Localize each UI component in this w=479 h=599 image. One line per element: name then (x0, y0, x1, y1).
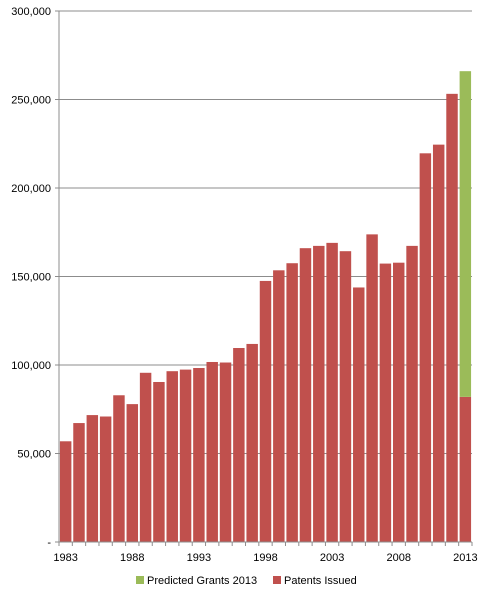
bar-patents-issued-1985 (86, 415, 99, 542)
bar-patents-issued-1984 (73, 423, 85, 542)
bar-patents-issued-2007 (379, 263, 392, 542)
bar-patents-issued-2012 (446, 93, 458, 542)
y-axis-tick-labels: - 50,000 100,000 150,000 200,000 250,000 300,0… (11, 6, 51, 549)
bar-patents-issued-1983 (59, 441, 72, 542)
bar-patents-issued-1994 (206, 361, 218, 542)
bar-patents-issued-1990 (153, 381, 165, 542)
bar-predicted-grants-2013 (459, 71, 472, 397)
bar-patents-issued-2003 (326, 242, 338, 542)
bar-patents-issued-2008 (393, 262, 405, 542)
x-tick-label: 1988 (120, 552, 144, 564)
bar-patents-issued-2002 (313, 245, 325, 542)
bar-patents-issued-1999 (273, 270, 285, 542)
y-tick-label: 250,000 (11, 95, 51, 107)
bar-patents-issued-1998 (259, 280, 272, 542)
legend-swatch-predicted (136, 576, 144, 584)
x-tick-label: 1998 (253, 552, 277, 564)
bar-series (59, 71, 472, 542)
bar-patents-issued-1989 (139, 372, 152, 542)
bar-patents-issued-2011 (432, 144, 445, 542)
x-axis-tick-labels: 1983 1988 1993 1998 2003 2008 2013 (53, 552, 477, 564)
bar-patents-issued-1986 (99, 416, 112, 542)
y-tick-label: - (47, 537, 51, 549)
y-tick-label: 100,000 (11, 360, 51, 372)
legend: Predicted Grants 2013 Patents Issued (136, 575, 357, 587)
bar-patents-issued-1991 (166, 371, 178, 542)
bar-patents-issued-2009 (406, 245, 418, 542)
bar-patents-issued-2004 (339, 251, 352, 542)
bar-patents-issued-1988 (126, 404, 139, 542)
bar-patents-issued-1997 (246, 343, 258, 542)
bar-patents-issued-2001 (299, 248, 312, 542)
bar-patents-issued-2006 (366, 234, 378, 542)
x-tick-label: 2008 (386, 552, 410, 564)
y-tick-label: 50,000 (17, 449, 51, 461)
bar-patents-issued-1987 (113, 395, 125, 542)
bar-patents-issued-2000 (286, 263, 298, 542)
x-tick-label: 2013 (453, 552, 477, 564)
y-tick-label: 150,000 (11, 272, 51, 284)
bar-patents-issued-2005 (353, 287, 365, 542)
bar-patents-issued-2013 (459, 396, 472, 542)
bar-patents-issued-2010 (419, 153, 432, 542)
x-tick-label: 1983 (53, 552, 77, 564)
y-tick-label: 300,000 (11, 6, 51, 18)
axes (55, 10, 473, 546)
y-tick-label: 200,000 (11, 183, 51, 195)
legend-label-patents-issued: Patents Issued (284, 575, 357, 587)
bar-patents-issued-1996 (233, 348, 245, 542)
x-tick-label: 2003 (320, 552, 344, 564)
legend-label-predicted: Predicted Grants 2013 (147, 575, 257, 587)
bar-patents-issued-1992 (179, 369, 192, 542)
bar-patents-issued-1995 (219, 362, 232, 542)
bar-patents-issued-1993 (193, 368, 205, 542)
x-tick-label: 1993 (187, 552, 211, 564)
legend-swatch-patents-issued (273, 576, 281, 584)
